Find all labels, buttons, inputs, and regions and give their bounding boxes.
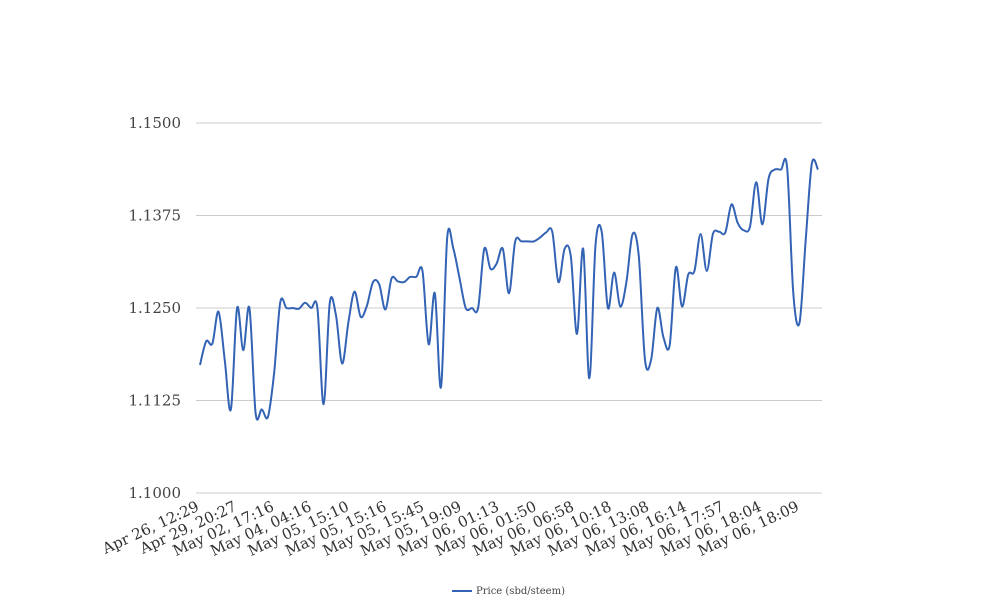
y-axis-ticks: 1.1000 1.1125 1.1250 1.1375 1.1500 bbox=[129, 114, 182, 502]
legend-label: Price (sbd/steem) bbox=[476, 586, 565, 597]
y-tick-label: 1.1375 bbox=[129, 207, 182, 225]
y-tick-label: 1.1000 bbox=[129, 484, 182, 502]
series-line-price bbox=[199, 157, 819, 421]
y-tick-label: 1.1125 bbox=[129, 392, 182, 410]
series-layer bbox=[199, 157, 819, 421]
legend: Price (sbd/steem) bbox=[452, 586, 565, 597]
y-tick-label: 1.1250 bbox=[129, 299, 182, 317]
y-tick-label: 1.1500 bbox=[129, 114, 182, 132]
